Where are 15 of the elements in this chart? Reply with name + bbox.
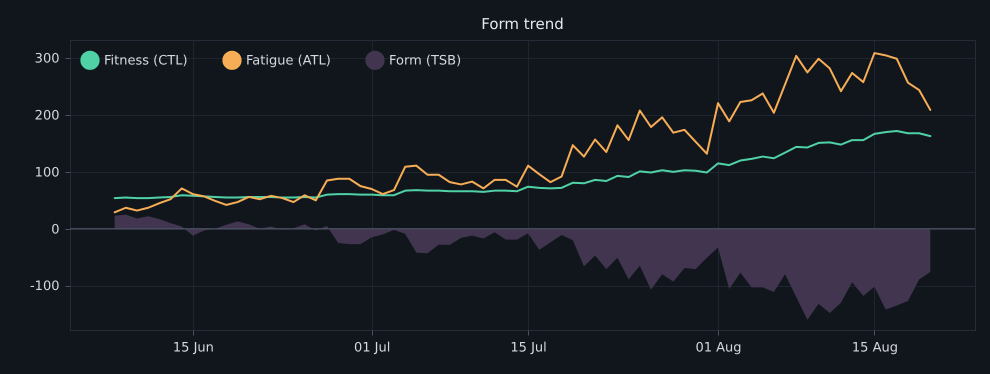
line-series — [114, 130, 932, 200]
chart-title: Form trend — [481, 15, 564, 33]
y-tick-label: 300 — [34, 52, 60, 67]
legend-label: Fatigue (ATL) — [246, 53, 331, 68]
x-tick-label: 01 Aug — [695, 340, 742, 356]
x-tick-label: 15 Jun — [172, 340, 214, 356]
x-tick-label: 15 Jul — [510, 340, 547, 356]
x-tick-label: 15 Aug — [852, 340, 898, 356]
y-tick-label: 100 — [34, 165, 60, 180]
legend-label: Form (TSB) — [389, 53, 462, 68]
legend-label: Fitness (CTL) — [104, 53, 188, 68]
x-tick-label: 01 Jul — [354, 340, 390, 356]
y-tick-label: 0 — [51, 222, 60, 238]
y-tick-label: -100 — [30, 279, 60, 294]
y-tick-label: 200 — [34, 108, 60, 124]
